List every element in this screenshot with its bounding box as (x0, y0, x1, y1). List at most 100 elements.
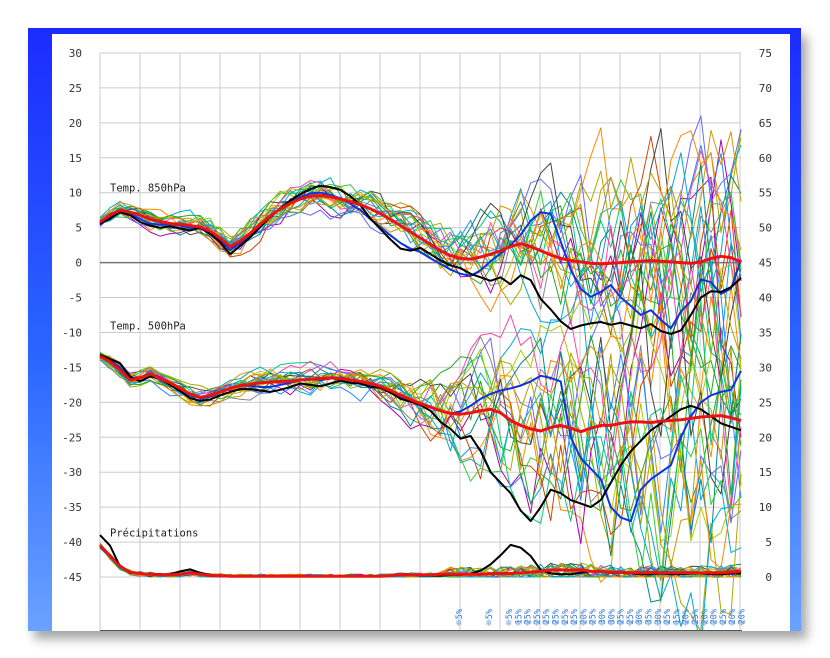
snowflake-icon: ❄ (636, 618, 643, 629)
snow-probability-label: 30% (635, 609, 645, 624)
snowflake-icon: ❄ (506, 618, 513, 629)
ensemble-member-850 (99, 135, 742, 342)
right-tick-label: 60 (759, 152, 772, 165)
snow-probability-label: 15% (672, 609, 682, 624)
bottom-axis-bar (100, 630, 742, 632)
right-tick-label: 20 (759, 431, 772, 444)
snow-probability-label: 25% (626, 609, 636, 624)
right-tick-label: 65 (759, 117, 772, 130)
snowflake-icon: ❄ (534, 618, 541, 629)
snow-probability-label: 5% (505, 609, 515, 619)
left-tick-label: 15 (69, 152, 82, 165)
snow-probability-label: 25% (617, 609, 627, 624)
snowflake-icon: ❄ (729, 618, 736, 629)
snow-probability-label: 20% (682, 609, 692, 624)
snowflake-icon: ❄ (618, 618, 625, 629)
left-tick-label: -5 (69, 292, 82, 305)
right-tick-label: 0 (765, 571, 772, 584)
snowflake-icon: ❄ (645, 618, 652, 629)
snow-probability-label: 20% (728, 609, 738, 624)
snowflake-icon: ❄ (552, 618, 559, 629)
right-tick-label: 35 (759, 326, 772, 339)
snow-probability-label: 25% (719, 609, 729, 624)
mean-series-850hPa (99, 194, 742, 266)
left-tick-label: -35 (62, 501, 82, 514)
left-tick-label: 5 (75, 222, 82, 235)
highlight-series (98, 184, 742, 578)
left-tick-label: -10 (62, 326, 82, 339)
snowflake-icon: ❄ (525, 618, 532, 629)
ensemble-member-500 (99, 285, 742, 569)
right-tick-label: 25 (759, 396, 772, 409)
left-tick-label: -30 (62, 466, 82, 479)
panel-label: Temp. 850hPa (110, 182, 186, 194)
left-axis: 30 25 20 15 10 5 0 -5 -10 -15 -20 -25 -30 -35 -40 -45 (62, 47, 82, 584)
snow-probability-label: 25% (524, 609, 534, 624)
right-tick-label: 70 (759, 82, 772, 95)
snowflake-icon: ❄ (515, 618, 522, 629)
chart-area: 30 25 20 15 10 5 0 -5 -10 -15 -20 -25 -30 -35 -40 -45 7… (52, 34, 790, 651)
snow-probability-label: 20% (579, 609, 589, 624)
snow-probability-label: 20% (738, 609, 748, 624)
snowflake-icon: ❄ (720, 618, 727, 629)
snow-probability-label: 25% (691, 609, 701, 624)
snowflake-icon: ❄ (608, 618, 615, 629)
ensemble-member-850 (99, 115, 742, 307)
ensemble-member-850 (99, 150, 742, 315)
left-tick-label: 10 (69, 187, 82, 200)
right-tick-label: 45 (759, 257, 772, 270)
snow-probability-label: 30% (654, 609, 664, 624)
snowflake-icon: ❄ (543, 618, 550, 629)
snow-probability-label: 15% (514, 609, 524, 624)
snowflake-icon: ❄ (711, 618, 718, 629)
left-tick-label: -40 (62, 536, 82, 549)
snowflake-icon: ❄ (486, 618, 493, 629)
ensemble-member-500 (99, 264, 742, 495)
snowflake-icon: ❄ (701, 618, 708, 629)
snow-probability-label: 25% (663, 609, 673, 624)
snow-probability-label: 25% (589, 609, 599, 624)
right-tick-label: 50 (759, 222, 772, 235)
left-tick-label: 20 (69, 117, 82, 130)
ensemble-member-850 (99, 145, 742, 339)
right-tick-label: 30 (759, 361, 772, 374)
snow-probability-label: 5% (485, 609, 495, 619)
panel-label: Temp. 500hPa (110, 321, 186, 333)
panel-labels: Temp. 850hPa Temp. 500hPa Précipitations (110, 182, 199, 539)
mean-series-500hPa (99, 354, 742, 434)
snow-probability-label: 30% (598, 609, 608, 624)
left-tick-label: 0 (75, 257, 82, 270)
snow-probability-label: 25% (552, 609, 562, 624)
left-tick-label: -25 (62, 431, 82, 444)
snowflake-icon: ❄ (655, 618, 662, 629)
right-tick-label: 75 (759, 47, 772, 60)
ensemble-member-850 (99, 184, 742, 411)
snowflake-icon: ❄ (562, 618, 569, 629)
snow-probability-label: 25% (570, 609, 580, 624)
snowflake-icon: ❄ (599, 618, 606, 629)
snow-probability-label: 20% (710, 609, 720, 624)
snowflake-icon: ❄ (738, 618, 745, 629)
ensemble-member-850 (99, 179, 742, 357)
right-tick-label: 40 (759, 292, 772, 305)
snowflake-icon: ❄ (456, 618, 463, 629)
ensemble-member-500 (99, 264, 742, 509)
left-tick-label: -20 (62, 396, 82, 409)
snow-probability-label: 25% (533, 609, 543, 624)
ensemble-member-500 (99, 352, 742, 633)
panel-label: Précipitations (110, 527, 199, 539)
snow-probability-label: 20% (700, 609, 710, 624)
control-series-850hPa (99, 184, 742, 335)
right-tick-label: 55 (759, 187, 772, 200)
snowflake-icon: ❄ (673, 618, 680, 629)
left-tick-label: -15 (62, 361, 82, 374)
snow-probability-label: 5% (455, 609, 465, 619)
snowflake-icon: ❄ (692, 618, 699, 629)
left-tick-label: 25 (69, 82, 82, 95)
snow-probabilities: 5%❄5%❄5%❄ 15%❄ 25%❄ 25%❄ 25%❄ 25%❄ 25%❄ 25%❄ 20%… (455, 609, 748, 629)
snowflake-icon: ❄ (590, 618, 597, 629)
snow-probability-label: 35% (645, 609, 655, 624)
snowflake-icon: ❄ (627, 618, 634, 629)
